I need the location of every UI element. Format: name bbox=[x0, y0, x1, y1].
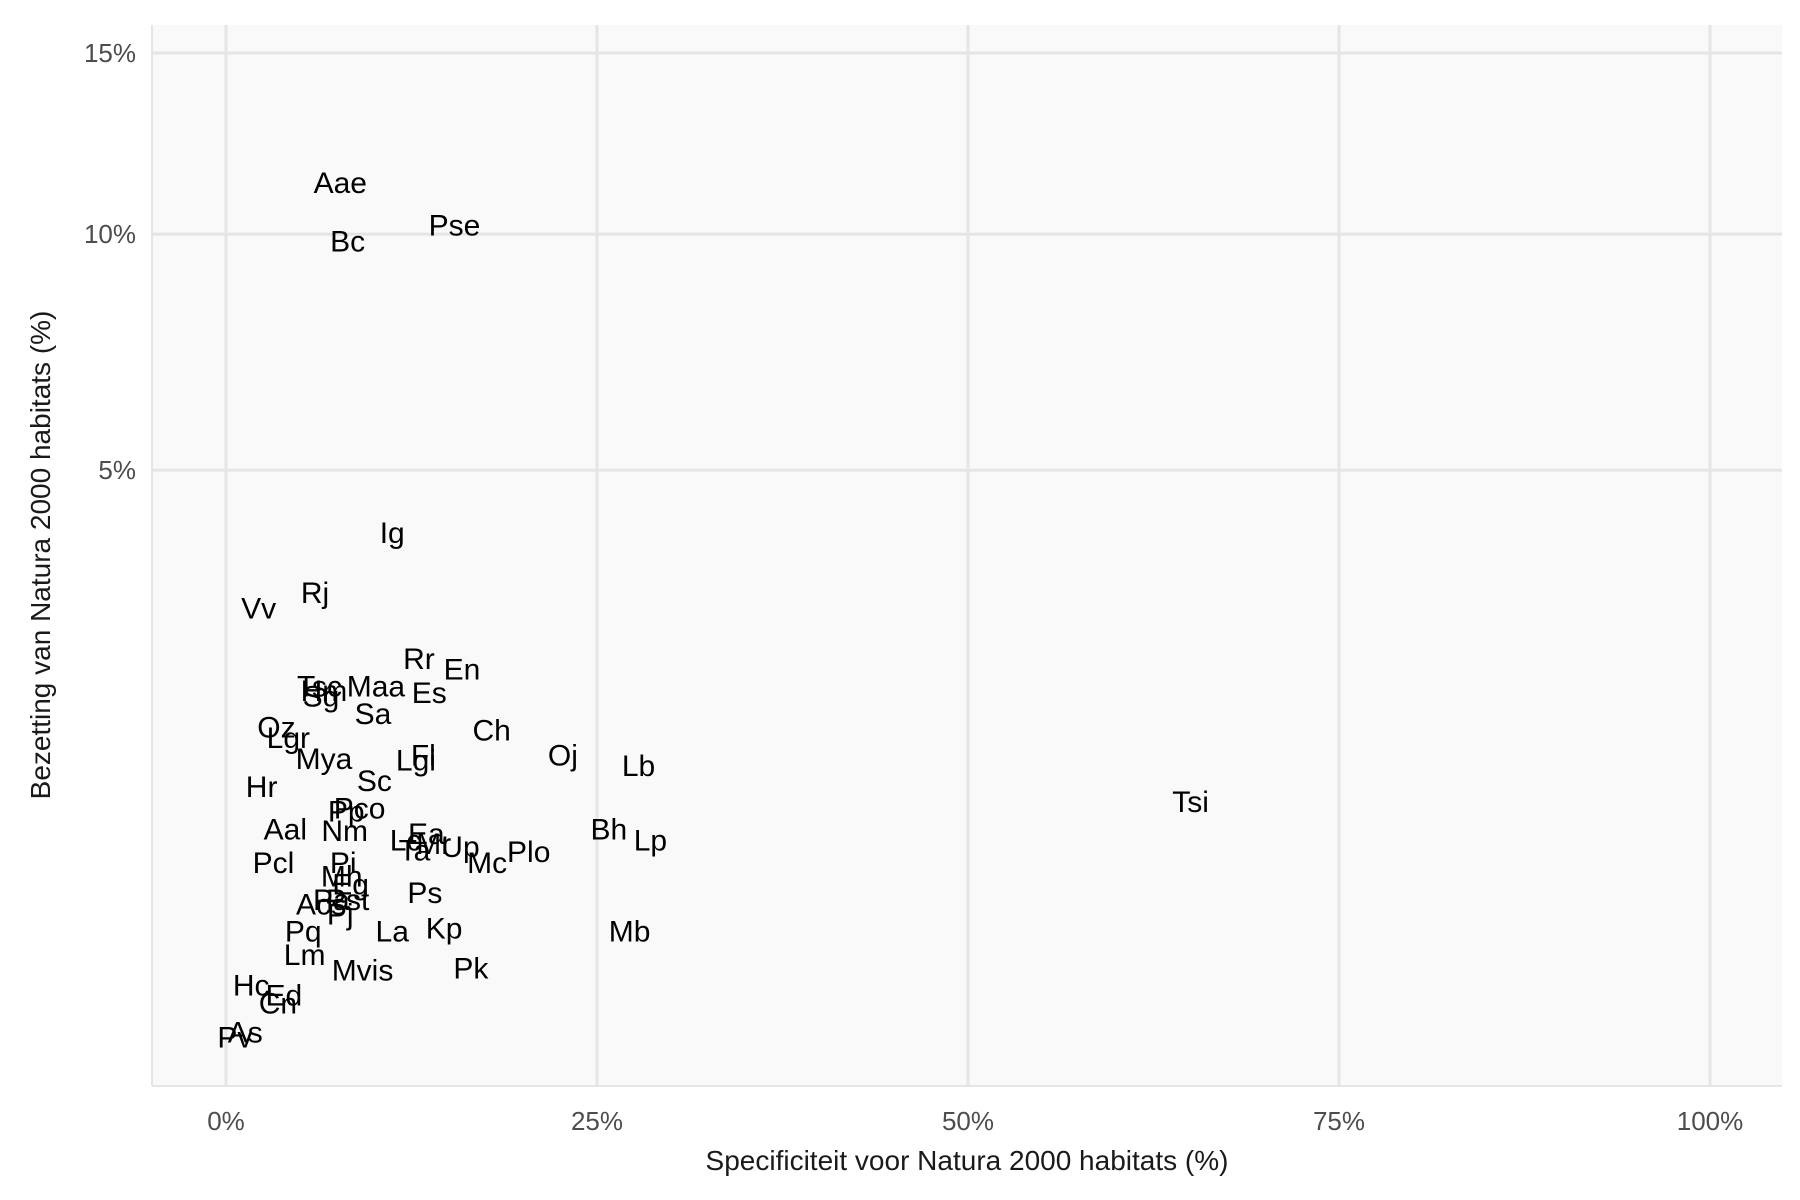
point-label-tsc: Tsc bbox=[297, 670, 342, 703]
point-label-nm: Nm bbox=[321, 815, 368, 848]
point-label-sc: Sc bbox=[357, 765, 392, 798]
point-label-mr: Mr bbox=[416, 828, 451, 861]
point-label-vv: Vv bbox=[241, 593, 276, 626]
point-label-ig: Ig bbox=[380, 517, 405, 550]
point-label-pj: Pj bbox=[327, 899, 354, 932]
x-tick-label: 75% bbox=[1313, 1106, 1365, 1136]
point-label-hr: Hr bbox=[246, 771, 278, 804]
point-label-lm: Lm bbox=[284, 939, 326, 972]
point-label-pcl: Pcl bbox=[253, 847, 295, 880]
point-label-ta: Ta bbox=[399, 835, 431, 868]
point-label-pq: Pq bbox=[285, 915, 322, 948]
point-label-mb: Mb bbox=[609, 915, 651, 948]
x-axis-title: Specificiteit voor Natura 2000 habitats … bbox=[706, 1145, 1229, 1176]
point-label-sg: Sg bbox=[303, 681, 340, 714]
point-label-pse: Pse bbox=[429, 210, 481, 243]
point-label-kp: Kp bbox=[426, 912, 463, 945]
point-label-mh: Mh bbox=[321, 860, 363, 893]
y-tick-label: 5% bbox=[98, 455, 136, 485]
point-label-up: Up bbox=[441, 831, 479, 864]
point-label-as: As bbox=[228, 1016, 263, 1049]
point-label-tsi: Tsi bbox=[1172, 786, 1209, 819]
point-label-hm: Hm bbox=[301, 675, 348, 708]
point-label-plo: Plo bbox=[507, 836, 550, 869]
point-label-mya: Mya bbox=[296, 743, 353, 776]
point-label-bc: Bc bbox=[330, 226, 365, 259]
point-label-cn: Cn bbox=[259, 987, 297, 1020]
x-tick-label: 25% bbox=[571, 1106, 623, 1136]
point-label-mc: Mc bbox=[467, 847, 507, 880]
point-label-ed: Ed bbox=[266, 979, 303, 1012]
point-label-rj: Rj bbox=[301, 577, 329, 610]
point-label-bh: Bh bbox=[591, 813, 628, 846]
point-label-pp: Pp bbox=[328, 796, 365, 829]
point-label-aal: Aal bbox=[264, 813, 307, 846]
point-label-ps: Ps bbox=[407, 877, 442, 910]
point-label-es: Es bbox=[412, 677, 447, 710]
point-label-ea: Ea bbox=[408, 818, 445, 851]
point-label-pv: Pv bbox=[217, 1022, 252, 1055]
point-label-pk: Pk bbox=[453, 952, 489, 985]
point-label-pa: Pa bbox=[313, 884, 350, 917]
x-tick-label: 50% bbox=[942, 1106, 994, 1136]
y-tick-label: 10% bbox=[84, 219, 136, 249]
point-label-oj: Oj bbox=[548, 740, 578, 773]
x-tick-label: 0% bbox=[207, 1106, 245, 1136]
point-label-aae: Aae bbox=[314, 167, 367, 200]
point-label-fl: Fl bbox=[411, 740, 436, 773]
point-label-ch: Ch bbox=[472, 715, 510, 748]
point-label-maa: Maa bbox=[347, 670, 406, 703]
point-label-oz: Oz bbox=[257, 711, 295, 744]
point-label-eg: Eg bbox=[332, 868, 369, 901]
tick-labels: 0% 25% 50% 75% 100% 5% 10% 15% bbox=[84, 38, 1743, 1136]
point-label-sa: Sa bbox=[355, 698, 392, 731]
point-label-pco: Pco bbox=[334, 793, 386, 826]
grid-lines bbox=[152, 25, 1782, 1086]
y-axis-title: Bezetting van Natura 2000 habitats (%) bbox=[25, 311, 56, 800]
y-tick-label: 15% bbox=[84, 38, 136, 68]
x-tick-label: 100% bbox=[1677, 1106, 1744, 1136]
point-label-en: En bbox=[444, 653, 481, 686]
point-label-mvis: Mvis bbox=[332, 955, 394, 988]
point-label-lgr: Lgr bbox=[267, 722, 310, 755]
point-label-lgi: Lgi bbox=[396, 744, 436, 777]
point-label-rr: Rr bbox=[403, 643, 435, 676]
point-label-lc: Lc bbox=[390, 824, 422, 857]
point-label-lb: Lb bbox=[622, 750, 655, 783]
point-label-acs: Acs bbox=[296, 889, 346, 922]
point-label-hc: Hc bbox=[233, 969, 270, 1002]
point-label-pi: Pi bbox=[330, 847, 357, 880]
point-label-pst: Pst bbox=[326, 884, 370, 917]
point-label-lp: Lp bbox=[634, 824, 667, 857]
point-label-la: La bbox=[376, 915, 410, 948]
